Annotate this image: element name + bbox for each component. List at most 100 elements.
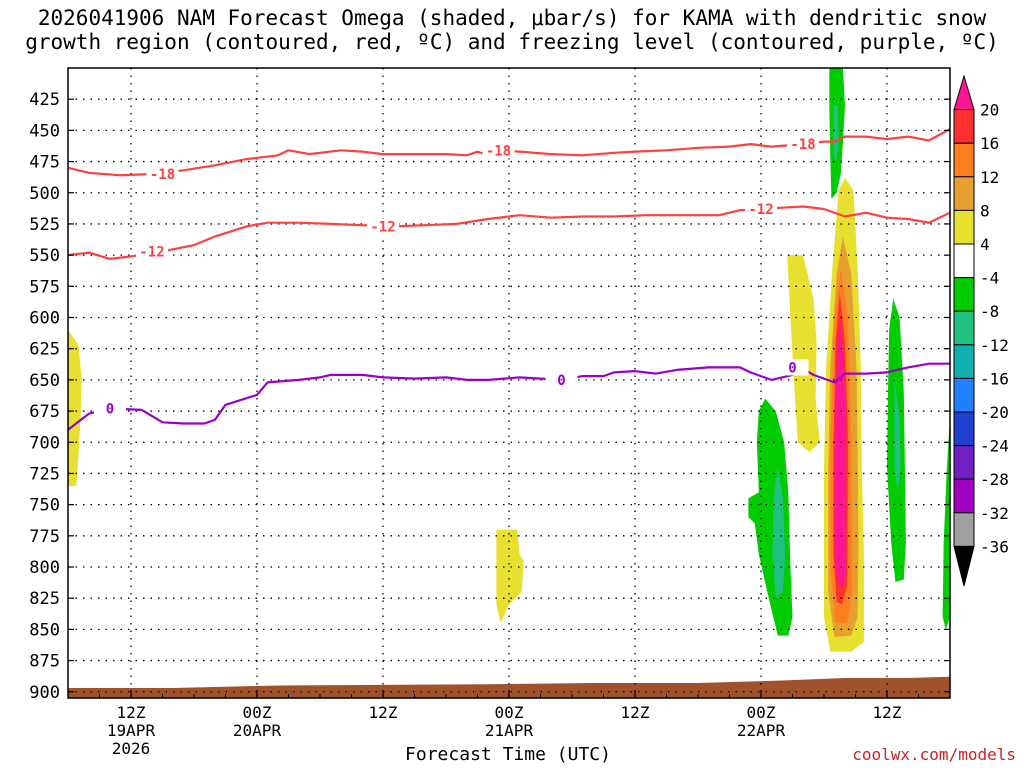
colorbar-segment-6: [953, 277, 975, 312]
y-tick-label-675: 675: [29, 402, 60, 422]
colorbar-label-11: -28: [980, 470, 1009, 489]
omega-shaded-region-7: [834, 315, 846, 586]
y-tick-label-625: 625: [29, 340, 60, 360]
contour-layer: -18 -12 0 -18 -18 -12 -12 0 0: [68, 128, 950, 431]
contour-label-bg-extra-5: [776, 359, 809, 376]
colorbar-segment-1: [953, 109, 975, 144]
y-axis: 425 450 475 500 525 550 575 600 625 650 675 700 725 7…: [29, 90, 950, 703]
terrain-fill: [68, 676, 950, 698]
colorbar-segment-11: [953, 445, 975, 480]
x-tick-label-6: 12Z: [117, 703, 146, 722]
x-axis-title: Forecast Time (UTC): [405, 744, 611, 765]
contour-line-2: [68, 362, 950, 431]
chart-title: 2026041906 NAM Forecast Omega (shaded, μ…: [0, 6, 1024, 54]
x-tick-label-18: 00Z: [243, 703, 272, 722]
colorbar-label-0: 20: [980, 101, 999, 120]
contour-line-1: [68, 205, 950, 260]
omega-shaded-region-0: [68, 330, 82, 486]
omega-shaded-region-14: [942, 417, 950, 630]
chart-title-line2: growth region (contoured, red, ºC) and f…: [25, 30, 999, 54]
contour-label-extra-3: -12: [748, 202, 773, 218]
contour-label-bg-2: [94, 400, 126, 417]
y-tick-label-600: 600: [29, 309, 60, 329]
x-date-label-66: 22APR: [737, 721, 786, 740]
contour-label-extra-1: -18: [790, 137, 815, 153]
colorbar-segment-13: [953, 512, 975, 547]
colorbar-label-7: -12: [980, 336, 1009, 355]
omega-shaded-region-2: [787, 255, 820, 453]
y-tick-label-900: 900: [29, 683, 60, 703]
contour-label-0: -18: [486, 143, 511, 159]
x-tick-label-54: 12Z: [621, 703, 650, 722]
colorbar: 20 16 12 8 4 -4 -8 -12 -16 -20 -24 -28 -32 -36: [953, 74, 1009, 587]
colorbar-label-9: -20: [980, 403, 1009, 422]
omega-shaded-region-10: [748, 398, 793, 636]
y-tick-label-450: 450: [29, 121, 60, 141]
colorbar-segment-4: [953, 209, 975, 245]
terrain-layer: [68, 676, 950, 698]
y-tick-label-725: 725: [29, 464, 60, 484]
colorbar-label-4: 4: [980, 235, 990, 254]
y-tick-label-550: 550: [29, 246, 60, 266]
x-date-label-42: 21APR: [485, 721, 534, 740]
colorbar-bottom-arrow: [953, 545, 975, 587]
colorbar-label-3: 8: [980, 201, 990, 220]
contour-label-bg-extra-2: [136, 243, 168, 260]
contour-label-extra-0: -18: [150, 167, 175, 183]
omega-shaded-region-9: [833, 105, 839, 162]
y-tick-label-825: 825: [29, 589, 60, 609]
y-tick-label-750: 750: [29, 496, 60, 516]
y-tick-label-500: 500: [29, 184, 60, 204]
colorbar-label-13: -36: [980, 537, 1009, 556]
contour-label-bg-0: [482, 142, 515, 159]
y-tick-label-775: 775: [29, 527, 60, 547]
y-tick-label-800: 800: [29, 558, 60, 578]
colorbar-segment-9: [953, 377, 975, 413]
chart-title-line1: 2026041906 NAM Forecast Omega (shaded, μ…: [37, 6, 987, 30]
contour-label-bg-1: [367, 218, 399, 235]
y-tick-label-425: 425: [29, 90, 60, 110]
x-date-label-18: 20APR: [233, 721, 282, 740]
colorbar-segment-2: [953, 142, 975, 178]
colorbar-segment-7: [953, 310, 975, 346]
omega-shaded-region-1: [496, 529, 524, 624]
colorbar-label-10: -24: [980, 437, 1009, 456]
y-tick-label-525: 525: [29, 215, 60, 235]
colorbar-label-6: -8: [980, 302, 999, 321]
omega-shaded-region-13: [894, 379, 901, 493]
contour-label-extra-4: 0: [557, 373, 565, 389]
x-year-label-6: 2026: [112, 739, 151, 758]
credit-text[interactable]: coolwx.com/models: [852, 745, 1016, 764]
dotted-grid-layer: [68, 68, 950, 698]
colorbar-segment-10: [953, 411, 975, 447]
colorbar-segment-3: [953, 176, 975, 211]
y-tick-label-650: 650: [29, 371, 60, 391]
y-tick-label-700: 700: [29, 433, 60, 453]
contour-label-1: -12: [370, 219, 395, 235]
x-tick-label-30: 12Z: [369, 703, 398, 722]
colorbar-label-2: 12: [980, 168, 999, 187]
colorbar-segment-8: [953, 344, 975, 379]
contour-label-bg-extra-3: [745, 200, 777, 217]
x-date-label-6: 19APR: [107, 721, 156, 740]
contour-label-2: 0: [106, 402, 114, 418]
y-tick-label-850: 850: [29, 620, 60, 640]
x-tick-label-66: 00Z: [747, 703, 776, 722]
colorbar-segment-5: [953, 243, 975, 279]
contour-label-bg-extra-4: [545, 371, 578, 388]
x-tick-label-78: 12Z: [873, 703, 902, 722]
contour-label-extra-5: 0: [788, 360, 796, 376]
omega-shaded-region-11: [772, 467, 786, 599]
contour-label-bg-extra-1: [787, 136, 819, 153]
colorbar-label-1: 16: [980, 134, 999, 153]
colorbar-top-arrow: [953, 74, 975, 111]
contour-label-bg-extra-0: [146, 166, 179, 183]
colorbar-label-8: -16: [980, 369, 1009, 388]
y-tick-label-875: 875: [29, 652, 60, 672]
y-tick-label-575: 575: [29, 277, 60, 297]
contour-label-extra-2: -12: [139, 244, 164, 260]
x-tick-label-42: 00Z: [495, 703, 524, 722]
colorbar-label-5: -4: [980, 269, 999, 288]
